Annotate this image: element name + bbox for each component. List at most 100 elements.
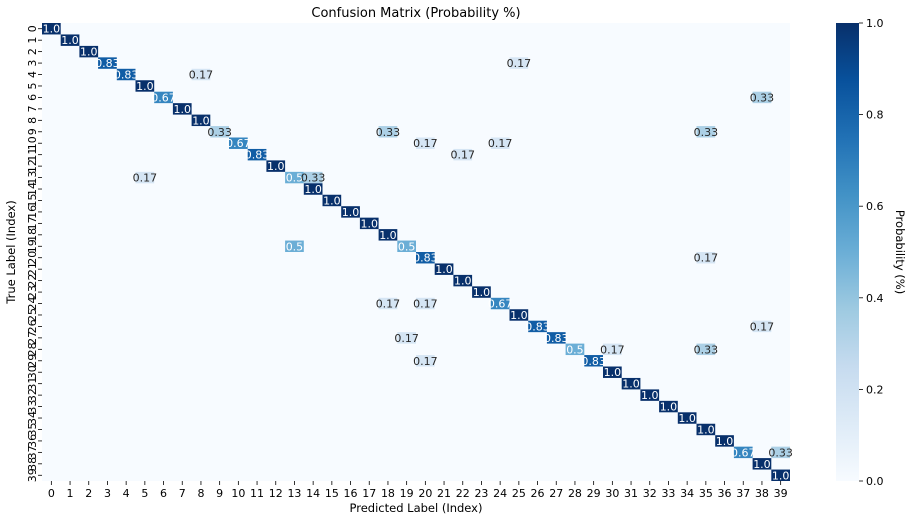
heatmap-cell: [266, 160, 286, 172]
heatmap-cell: [472, 286, 491, 298]
colorbar-tick-label: 0.0: [866, 475, 884, 488]
colorbar-tick-label: 0.4: [866, 292, 884, 305]
heatmap-cell: [659, 400, 678, 413]
heatmap-cell: [416, 355, 435, 367]
x-tick-label: 33: [661, 487, 675, 500]
cell-value-label: 0.5: [398, 240, 416, 253]
cell-value-label: 1.0: [435, 263, 453, 276]
heatmap-cell: [696, 343, 716, 356]
heatmap-cell: [453, 274, 473, 287]
cell-value-label: 0.83: [581, 355, 606, 368]
y-tick-label: 30: [26, 365, 39, 379]
cell-value-label: 1.0: [772, 469, 790, 482]
heatmap-cell: [696, 126, 716, 138]
cell-value-label: 1.0: [323, 194, 341, 207]
heatmap-cell: [565, 343, 585, 356]
heatmap-cell: [60, 34, 80, 46]
cell-value-label: 0.17: [488, 137, 513, 150]
cell-value-label: 1.0: [361, 217, 379, 230]
cell-value-label: 0.17: [600, 343, 625, 356]
x-tick-label: 15: [325, 487, 339, 500]
x-tick-label: 0: [48, 487, 55, 500]
cell-value-label: 0.17: [694, 252, 719, 265]
heatmap-cell: [42, 23, 61, 35]
x-tick-label: 35: [699, 487, 713, 500]
heatmap-cell: [696, 252, 716, 264]
heatmap-cell: [771, 469, 790, 481]
cell-value-label: 0.17: [451, 149, 476, 162]
cell-value-label: 0.5: [566, 343, 584, 356]
cell-value-label: 0.33: [750, 91, 775, 104]
cell-value-label: 1.0: [304, 183, 322, 196]
y-tick-label: 33: [26, 400, 39, 414]
cell-value-label: 0.67: [151, 91, 176, 104]
cell-value-label: 0.17: [376, 298, 401, 311]
y-tick-label: 8: [26, 117, 39, 124]
cell-value-label: 1.0: [80, 46, 98, 59]
x-tick-label: 21: [437, 487, 451, 500]
y-tick-label: 0: [26, 25, 39, 32]
y-tick-label: 23: [26, 285, 39, 299]
x-tick-label: 30: [605, 487, 619, 500]
heatmap-cell: [490, 297, 510, 310]
heatmap-cell: [715, 435, 734, 447]
heatmap-cell: [135, 80, 155, 92]
chart-title: Confusion Matrix (Probability %): [311, 6, 520, 21]
heatmap-cell: [621, 377, 641, 390]
y-tick-label: 27: [26, 331, 39, 345]
x-tick-label: 13: [287, 487, 301, 500]
heatmap-cell: [677, 412, 697, 424]
x-tick-label: 36: [718, 487, 732, 500]
cell-value-label: 1.0: [678, 412, 696, 425]
heatmap-cell: [453, 148, 473, 161]
y-tick-label: 4: [26, 71, 39, 78]
y-axis-label: True Label (Index): [4, 200, 18, 304]
heatmap-cell: [285, 171, 304, 184]
cell-value-label: 0.83: [114, 69, 139, 82]
heatmap-cell: [434, 263, 454, 275]
cell-value-label: 0.33: [768, 446, 793, 459]
y-tick-label: 13: [26, 171, 39, 185]
x-tick-label: 12: [269, 487, 283, 500]
heatmap-cell: [172, 103, 192, 115]
y-tick-label: 22: [26, 274, 39, 288]
y-tick-label: 19: [26, 239, 39, 253]
heatmap-cell: [359, 217, 379, 230]
x-tick-label: 19: [400, 487, 414, 500]
x-tick-label: 23: [474, 487, 488, 500]
heatmap-cell: [397, 240, 416, 252]
heatmap-cell: [509, 309, 529, 321]
y-tick-label: 12: [26, 159, 39, 173]
x-tick-label: 37: [736, 487, 750, 500]
colorbar-tick-label: 1.0: [866, 17, 884, 30]
x-tick-label: 25: [512, 487, 526, 500]
cell-value-label: 0.83: [413, 252, 438, 265]
cell-value-label: 1.0: [697, 423, 715, 436]
heatmap-cell: [303, 171, 323, 184]
y-tick-label: 6: [26, 94, 39, 101]
y-tick-label: 35: [26, 422, 39, 436]
heatmap-cell: [696, 423, 716, 436]
colorbar-tick-label: 0.6: [866, 200, 884, 213]
cell-value-label: 0.17: [507, 57, 532, 70]
x-tick-label: 26: [531, 487, 545, 500]
cell-value-label: 0.17: [413, 355, 438, 368]
cell-value-label: 0.83: [544, 332, 569, 345]
x-tick-label: 2: [85, 487, 92, 500]
x-tick-label: 29: [587, 487, 601, 500]
x-tick-label: 18: [381, 487, 395, 500]
heatmap-cell: [509, 57, 529, 69]
heatmap-cell: [378, 229, 398, 241]
heatmap-cell: [154, 91, 173, 104]
heatmap-cell: [303, 183, 323, 195]
cell-value-label: 1.0: [753, 458, 771, 471]
y-tick-label: 39: [26, 468, 39, 482]
y-tick-label: 16: [26, 205, 39, 219]
heatmap-cell: [546, 332, 566, 344]
x-tick-label: 28: [568, 487, 582, 500]
cell-value-label: 0.17: [133, 172, 158, 185]
heatmap-cell: [285, 240, 304, 252]
cell-value-label: 0.5: [286, 172, 304, 185]
